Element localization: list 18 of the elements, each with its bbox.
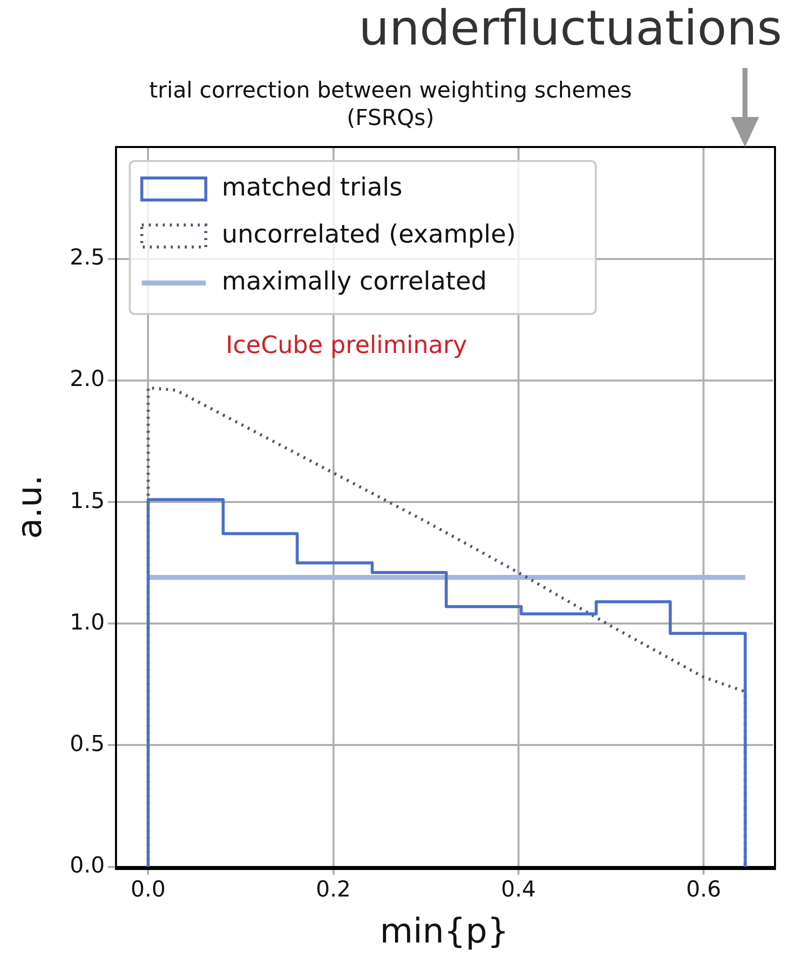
x-tick-label: 0.0 [130, 878, 166, 903]
y-tick-label: 0.0 [70, 854, 105, 879]
y-tick-label: 1.5 [70, 488, 105, 514]
x-tick-label: 0.2 [316, 878, 351, 903]
y-axis-title: a.u. [10, 474, 50, 539]
x-axis-title: min{p} [380, 911, 509, 952]
x-tick-label: 0.6 [686, 878, 722, 903]
chart-title: trial correction between weighting schemes (FSRQs) [149, 78, 632, 131]
text: underfluctuations [358, 0, 782, 56]
legend-label: matched trials [222, 172, 402, 202]
y-tick-label: 1.0 [70, 610, 105, 636]
legend-label: maximally correlated [222, 266, 487, 296]
y-tick-label: 0.5 [70, 732, 105, 757]
legend-label: uncorrelated (example) [222, 220, 516, 248]
y-tick-label: 2.0 [70, 367, 105, 392]
x-tick-label: 0.4 [500, 878, 536, 903]
y-tick-label: 2.5 [70, 246, 105, 271]
annotation: IceCube preliminary [226, 331, 468, 360]
